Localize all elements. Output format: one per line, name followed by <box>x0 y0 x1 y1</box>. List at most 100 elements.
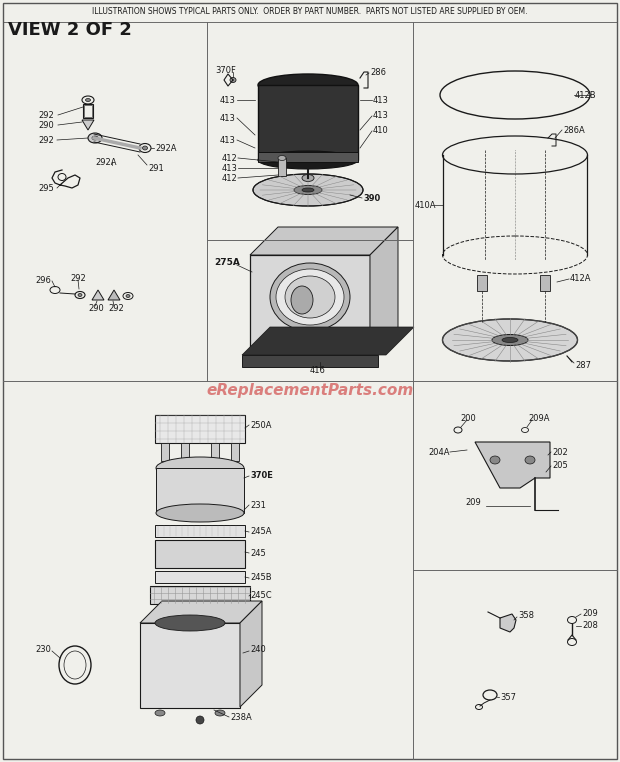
Ellipse shape <box>156 504 244 522</box>
Text: 292: 292 <box>108 303 124 312</box>
Text: 238A: 238A <box>230 713 252 722</box>
Polygon shape <box>108 290 120 300</box>
Text: 358: 358 <box>518 611 534 620</box>
Text: 208: 208 <box>582 620 598 629</box>
Bar <box>150 586 250 604</box>
Text: 240: 240 <box>250 645 266 655</box>
Text: 296: 296 <box>35 276 51 284</box>
Ellipse shape <box>492 335 528 345</box>
Ellipse shape <box>156 457 244 479</box>
Ellipse shape <box>302 174 314 181</box>
Text: eReplacementParts.com: eReplacementParts.com <box>206 383 414 398</box>
Ellipse shape <box>258 74 358 96</box>
Text: 412A: 412A <box>570 274 591 283</box>
Text: 290: 290 <box>38 120 54 130</box>
Text: 295: 295 <box>38 184 54 193</box>
Text: VIEW 2 OF 2: VIEW 2 OF 2 <box>8 21 132 39</box>
Bar <box>540 275 550 291</box>
Text: 357: 357 <box>500 693 516 702</box>
Bar <box>155 571 245 583</box>
Polygon shape <box>370 227 398 355</box>
Text: 245A: 245A <box>250 527 272 536</box>
Bar <box>258 152 358 162</box>
Bar <box>84 105 92 117</box>
Polygon shape <box>500 614 516 632</box>
Bar <box>83 104 93 118</box>
Text: 413: 413 <box>220 95 236 104</box>
Polygon shape <box>140 601 262 623</box>
Polygon shape <box>475 442 550 488</box>
Text: 245: 245 <box>250 549 266 558</box>
Bar <box>161 443 169 461</box>
Bar <box>231 443 239 461</box>
Ellipse shape <box>92 136 98 140</box>
Ellipse shape <box>258 151 358 169</box>
Text: 275A: 275A <box>214 258 240 267</box>
Bar <box>258 85 358 160</box>
Ellipse shape <box>525 456 535 464</box>
Text: 250A: 250A <box>250 421 272 430</box>
Text: 410: 410 <box>373 126 389 135</box>
Text: 292A: 292A <box>95 158 117 167</box>
Text: 410A: 410A <box>415 200 436 210</box>
Text: 202: 202 <box>552 447 568 456</box>
Bar <box>250 255 370 355</box>
Bar <box>278 158 286 176</box>
Text: 292: 292 <box>38 136 54 145</box>
Ellipse shape <box>291 286 313 314</box>
Bar <box>242 355 378 367</box>
Bar <box>211 443 219 461</box>
Text: 412B: 412B <box>575 91 596 100</box>
Ellipse shape <box>155 615 225 631</box>
Ellipse shape <box>126 294 130 297</box>
Text: 292: 292 <box>38 110 54 120</box>
Text: 413: 413 <box>373 95 389 104</box>
Bar <box>477 275 487 291</box>
Ellipse shape <box>88 133 102 143</box>
Text: 200: 200 <box>460 414 476 422</box>
Polygon shape <box>242 327 414 355</box>
Ellipse shape <box>230 78 236 82</box>
Text: ILLUSTRATION SHOWS TYPICAL PARTS ONLY.  ORDER BY PART NUMBER.  PARTS NOT LISTED : ILLUSTRATION SHOWS TYPICAL PARTS ONLY. O… <box>92 7 528 15</box>
Text: 370E: 370E <box>250 470 273 479</box>
Text: 286A: 286A <box>563 126 585 135</box>
Bar <box>156 468 244 513</box>
Text: 205: 205 <box>552 460 568 469</box>
Bar <box>155 415 245 443</box>
Bar <box>155 540 245 568</box>
Polygon shape <box>250 227 398 255</box>
Text: 413: 413 <box>220 136 236 145</box>
Text: 286: 286 <box>370 68 386 76</box>
Ellipse shape <box>443 319 577 361</box>
Bar <box>181 443 189 461</box>
Text: 413: 413 <box>373 110 389 120</box>
Polygon shape <box>240 601 262 707</box>
Ellipse shape <box>253 174 363 206</box>
Text: 230: 230 <box>35 645 51 655</box>
Text: 290: 290 <box>88 303 104 312</box>
Text: 291: 291 <box>148 164 164 172</box>
Polygon shape <box>92 290 104 300</box>
Ellipse shape <box>278 155 286 161</box>
Circle shape <box>196 716 204 724</box>
Text: 209A: 209A <box>528 414 549 422</box>
Ellipse shape <box>490 456 500 464</box>
Text: 370F: 370F <box>215 66 236 75</box>
Text: 287: 287 <box>575 360 591 370</box>
Text: 416: 416 <box>310 366 326 374</box>
Text: 204A: 204A <box>428 447 450 456</box>
Text: 245C: 245C <box>250 591 272 600</box>
Ellipse shape <box>502 338 518 342</box>
Text: 292: 292 <box>70 274 86 283</box>
Ellipse shape <box>155 710 165 716</box>
Ellipse shape <box>143 146 148 150</box>
Ellipse shape <box>86 98 91 101</box>
Ellipse shape <box>276 269 344 325</box>
Bar <box>155 525 245 537</box>
Text: 245B: 245B <box>250 574 272 582</box>
Text: 292A: 292A <box>155 143 177 152</box>
Ellipse shape <box>78 293 82 296</box>
Text: 390: 390 <box>363 194 380 203</box>
Ellipse shape <box>285 276 335 318</box>
Polygon shape <box>82 120 94 130</box>
